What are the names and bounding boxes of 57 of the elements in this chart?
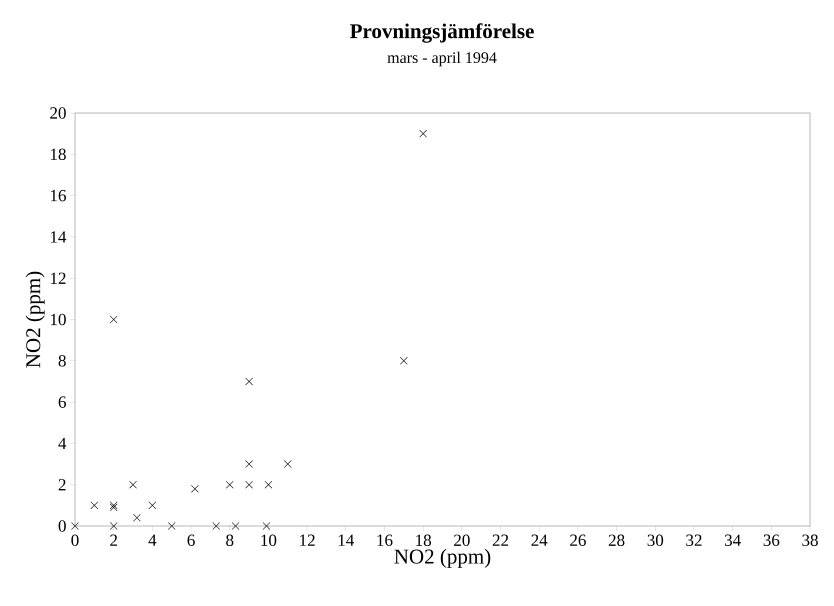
y-tick-label: 2 <box>58 479 66 490</box>
point <box>148 502 156 510</box>
point <box>264 480 272 489</box>
point <box>90 502 98 510</box>
y-tick-label: 16 <box>50 190 66 202</box>
x-tick-label: 20 <box>454 534 470 546</box>
x-tick-label: 8 <box>226 534 234 546</box>
point <box>284 460 292 468</box>
point <box>245 460 253 468</box>
point <box>419 130 427 138</box>
point <box>133 514 141 522</box>
point <box>129 480 137 489</box>
point <box>71 522 79 530</box>
x-tick-label: 0 <box>71 534 79 546</box>
x-tick-label: 24 <box>531 534 548 546</box>
y-tick-label: 4 <box>58 438 66 449</box>
point <box>226 480 234 489</box>
point <box>110 504 118 512</box>
y-tick-label: 14 <box>50 231 66 243</box>
y-tick-label: 12 <box>50 272 66 284</box>
x-tick-label: 28 <box>608 534 624 546</box>
y-tick-label: 0 <box>58 520 66 532</box>
x-tick-label: 22 <box>492 534 508 546</box>
x-axis-title: NO2 (ppm) <box>394 548 490 568</box>
y-tick-label: 20 <box>50 107 66 119</box>
x-tick-label: 30 <box>648 534 664 546</box>
x-tick-label: 26 <box>570 534 586 546</box>
x-tick-label: 4 <box>148 534 156 546</box>
point <box>110 502 118 510</box>
x-tick-label: 16 <box>377 534 392 546</box>
x-tick-label: 32 <box>686 534 702 546</box>
x-tick-label: 12 <box>300 534 315 546</box>
y-axis-title: NO2 (ppm) <box>26 272 45 368</box>
y-tick-label: 6 <box>58 396 66 408</box>
point <box>245 378 253 386</box>
point <box>212 522 220 530</box>
point <box>400 356 408 365</box>
y-tick-label: 18 <box>50 148 66 160</box>
chart-title: Provningsjämförelse <box>350 23 534 43</box>
point <box>245 480 253 489</box>
x-tick-label: 18 <box>416 534 432 546</box>
point <box>168 522 176 530</box>
x-tick-label: 38 <box>802 534 818 546</box>
x-tick-label: 36 <box>764 534 780 546</box>
point <box>191 484 199 493</box>
x-tick-label: 34 <box>724 534 741 546</box>
point <box>262 522 270 530</box>
chart-subtitle: mars - april 1994 <box>387 52 497 66</box>
x-tick-label: 10 <box>261 534 276 546</box>
x-tick-label: 6 <box>188 534 195 546</box>
y-tick-label: 8 <box>58 355 66 367</box>
x-tick-label: 14 <box>338 534 354 546</box>
point <box>110 522 118 530</box>
point <box>110 316 118 324</box>
y-tick-label: 10 <box>50 314 66 326</box>
point <box>232 522 240 530</box>
x-tick-label: 2 <box>110 534 117 546</box>
